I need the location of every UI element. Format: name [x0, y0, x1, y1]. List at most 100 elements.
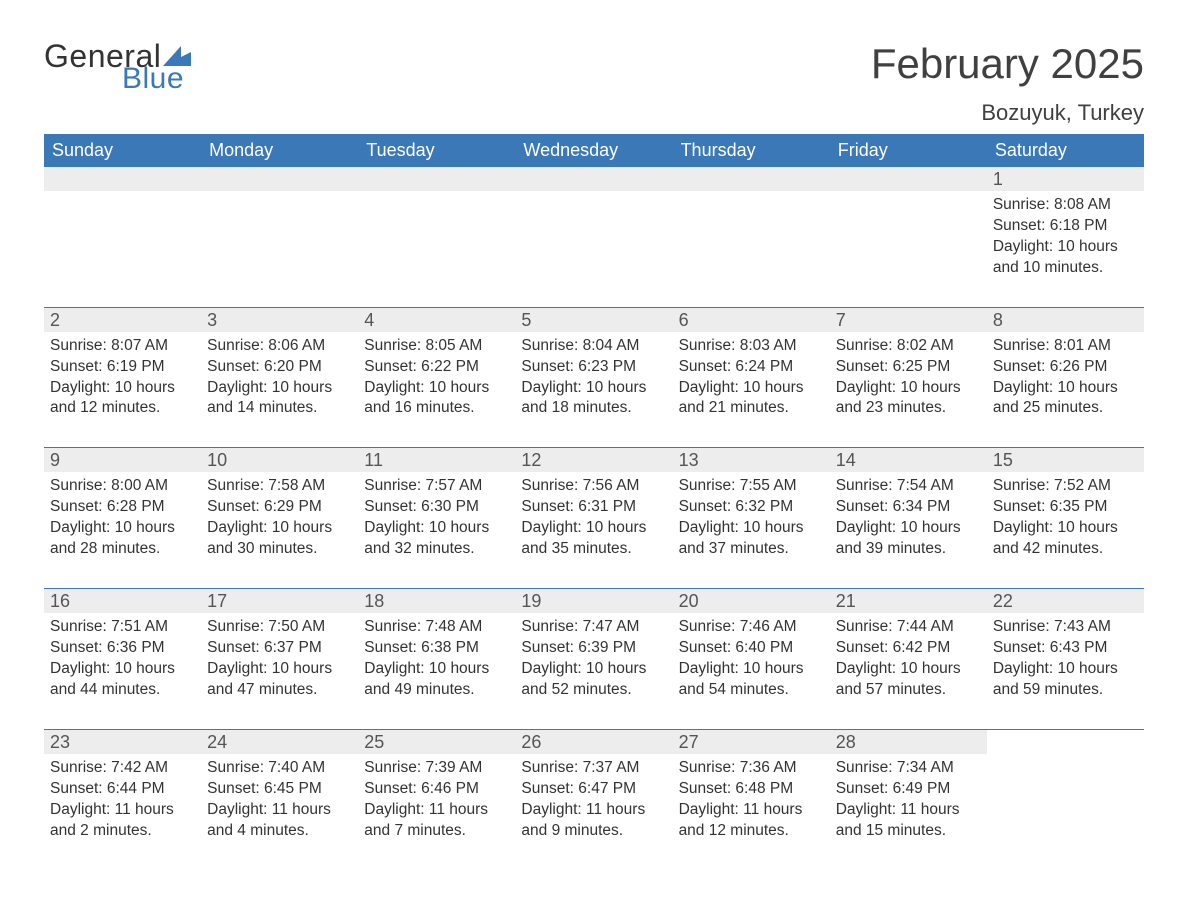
day-number [358, 167, 515, 191]
day-number: 28 [830, 730, 987, 754]
sunset-text: Sunset: 6:34 PM [836, 497, 981, 518]
sunrise-text: Sunrise: 7:58 AM [207, 476, 352, 497]
sunset-text: Sunset: 6:42 PM [836, 638, 981, 659]
sunrise-text: Sunrise: 7:51 AM [50, 617, 195, 638]
sunrise-text: Sunrise: 8:00 AM [50, 476, 195, 497]
day-body: Sunrise: 7:36 AMSunset: 6:48 PMDaylight:… [673, 754, 830, 870]
daylight-text: Daylight: 10 hours and 59 minutes. [993, 659, 1138, 701]
day-number: 13 [673, 448, 830, 472]
day-body: Sunrise: 7:46 AMSunset: 6:40 PMDaylight:… [673, 613, 830, 729]
sunrise-text: Sunrise: 7:48 AM [364, 617, 509, 638]
sunset-text: Sunset: 6:28 PM [50, 497, 195, 518]
day-body [830, 191, 987, 281]
daylight-text: Daylight: 10 hours and 16 minutes. [364, 378, 509, 420]
day-body: Sunrise: 7:34 AMSunset: 6:49 PMDaylight:… [830, 754, 987, 870]
day-body: Sunrise: 7:48 AMSunset: 6:38 PMDaylight:… [358, 613, 515, 729]
sunrise-text: Sunrise: 8:04 AM [521, 336, 666, 357]
day-body: Sunrise: 8:06 AMSunset: 6:20 PMDaylight:… [201, 332, 358, 448]
sunset-text: Sunset: 6:49 PM [836, 779, 981, 800]
day-header: Saturday [987, 134, 1144, 167]
sunset-text: Sunset: 6:26 PM [993, 357, 1138, 378]
sunrise-text: Sunrise: 8:07 AM [50, 336, 195, 357]
week-body-row: Sunrise: 7:42 AMSunset: 6:44 PM Daylight:… [44, 754, 1144, 870]
day-body: Sunrise: 7:39 AMSunset: 6:46 PMDaylight:… [358, 754, 515, 870]
daylight-text: Daylight: 10 hours and 28 minutes. [50, 518, 195, 560]
day-body: Sunrise: 8:02 AMSunset: 6:25 PMDaylight:… [830, 332, 987, 448]
day-body: Sunrise: 8:05 AMSunset: 6:22 PMDaylight:… [358, 332, 515, 448]
week-daynum-row: 9101112131415 [44, 448, 1144, 472]
day-number: 19 [515, 589, 672, 613]
month-title: February 2025 [871, 40, 1144, 88]
day-header: Sunday [44, 134, 201, 167]
day-header: Wednesday [515, 134, 672, 167]
sunset-text: Sunset: 6:31 PM [521, 497, 666, 518]
day-header: Friday [830, 134, 987, 167]
day-body: Sunrise: 7:50 AMSunset: 6:37 PMDaylight:… [201, 613, 358, 729]
day-body [201, 191, 358, 281]
day-number: 20 [673, 589, 830, 613]
day-number [830, 167, 987, 191]
sunset-text: Sunset: 6:44 PM [50, 779, 195, 800]
sunset-text: Sunset: 6:35 PM [993, 497, 1138, 518]
week-daynum-row: 232425262728 [44, 730, 1144, 754]
sunset-text: Sunset: 6:18 PM [993, 216, 1138, 237]
sunset-text: Sunset: 6:46 PM [364, 779, 509, 800]
daylight-text: Daylight: 10 hours and 12 minutes. [50, 378, 195, 420]
week-daynum-row: 2345678 [44, 308, 1144, 332]
day-number: 24 [201, 730, 358, 754]
day-body: Sunrise: 7:57 AMSunset: 6:30 PMDaylight:… [358, 472, 515, 588]
daylight-text: Daylight: 10 hours and 42 minutes. [993, 518, 1138, 560]
daylight-text: Daylight: 10 hours and 37 minutes. [679, 518, 824, 560]
day-body: Sunrise: 7:56 AMSunset: 6:31 PMDaylight:… [515, 472, 672, 588]
sunset-text: Sunset: 6:43 PM [993, 638, 1138, 659]
day-number: 21 [830, 589, 987, 613]
sunset-text: Sunset: 6:47 PM [521, 779, 666, 800]
sunset-text: Sunset: 6:39 PM [521, 638, 666, 659]
sunrise-text: Sunrise: 7:40 AM [207, 758, 352, 779]
day-body: Sunrise: 7:55 AMSunset: 6:32 PMDaylight:… [673, 472, 830, 588]
day-body: Sunrise: 8:04 AMSunset: 6:23 PMDaylight:… [515, 332, 672, 448]
sunset-text: Sunset: 6:48 PM [679, 779, 824, 800]
day-number: 15 [987, 448, 1144, 472]
day-number: 23 [44, 730, 201, 754]
daylight-text: Daylight: 10 hours and 49 minutes. [364, 659, 509, 701]
day-number: 7 [830, 308, 987, 332]
daylight-text: Daylight: 10 hours and 32 minutes. [364, 518, 509, 560]
sunrise-text: Sunrise: 8:01 AM [993, 336, 1138, 357]
daylight-text: Daylight: 11 hours and 12 minutes. [679, 800, 824, 842]
day-number: 12 [515, 448, 672, 472]
sunset-text: Sunset: 6:29 PM [207, 497, 352, 518]
day-body: Sunrise: 7:51 AMSunset: 6:36 PMDaylight:… [44, 613, 201, 729]
sunrise-text: Sunrise: 7:42 AM [50, 758, 195, 779]
day-body: Sunrise: 7:43 AMSunset: 6:43 PMDaylight:… [987, 613, 1144, 729]
sunrise-text: Sunrise: 7:57 AM [364, 476, 509, 497]
day-number: 16 [44, 589, 201, 613]
day-number: 9 [44, 448, 201, 472]
day-number: 26 [515, 730, 672, 754]
daylight-text: Daylight: 11 hours and 4 minutes. [207, 800, 352, 842]
day-header: Monday [201, 134, 358, 167]
day-number [515, 167, 672, 191]
daylight-text: Daylight: 10 hours and 10 minutes. [993, 237, 1138, 279]
day-number: 17 [201, 589, 358, 613]
sunrise-text: Sunrise: 7:55 AM [679, 476, 824, 497]
sunset-text: Sunset: 6:32 PM [679, 497, 824, 518]
sunrise-text: Sunrise: 8:03 AM [679, 336, 824, 357]
sunrise-text: Sunrise: 7:34 AM [836, 758, 981, 779]
sunset-text: Sunset: 6:19 PM [50, 357, 195, 378]
sunrise-text: Sunrise: 7:54 AM [836, 476, 981, 497]
sunset-text: Sunset: 6:22 PM [364, 357, 509, 378]
daylight-text: Daylight: 10 hours and 57 minutes. [836, 659, 981, 701]
daylight-text: Daylight: 10 hours and 21 minutes. [679, 378, 824, 420]
daylight-text: Daylight: 10 hours and 47 minutes. [207, 659, 352, 701]
sunrise-text: Sunrise: 7:39 AM [364, 758, 509, 779]
day-body: Sunrise: 8:03 AMSunset: 6:24 PMDaylight:… [673, 332, 830, 448]
location-label: Bozuyuk, Turkey [871, 100, 1144, 126]
day-number: 25 [358, 730, 515, 754]
day-body: Sunrise: 7:44 AMSunset: 6:42 PMDaylight:… [830, 613, 987, 729]
daylight-text: Daylight: 10 hours and 14 minutes. [207, 378, 352, 420]
day-body: Sunrise: 8:08 AMSunset: 6:18 PMDaylight:… [987, 191, 1144, 307]
day-number [987, 730, 1144, 754]
sunrise-text: Sunrise: 7:37 AM [521, 758, 666, 779]
week-body-row: Sunrise: 8:00 AMSunset: 6:28 PMDaylight:… [44, 472, 1144, 588]
